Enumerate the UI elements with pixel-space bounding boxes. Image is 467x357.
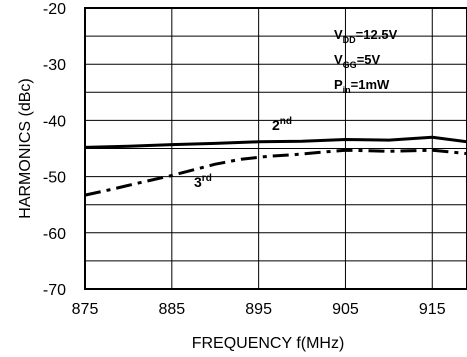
series-lines bbox=[84, 135, 467, 197]
condition-label: VGG=5V bbox=[334, 52, 381, 70]
y-tick-label: -70 bbox=[43, 282, 66, 299]
x-axis-title: FREQUENCY f(MHz) bbox=[192, 335, 345, 352]
y-tick-label: -60 bbox=[43, 226, 66, 243]
y-tick-label: -40 bbox=[43, 113, 66, 130]
x-tick-label: 875 bbox=[72, 301, 99, 318]
series-line-3rd bbox=[84, 148, 467, 197]
y-axis-title: HARMONICS (dBc) bbox=[17, 78, 34, 218]
condition-label: VDD=12.5V bbox=[334, 27, 398, 45]
y-tick-label: -50 bbox=[43, 170, 66, 187]
x-tick-label: 885 bbox=[158, 301, 185, 318]
series-label-2nd: 2nd bbox=[272, 116, 292, 133]
grid bbox=[85, 8, 467, 289]
y-tick-label: -30 bbox=[43, 57, 66, 74]
tick-labels: 875 885 895 905 915 -20 -30 -40 -50 -60 -70 bbox=[43, 1, 446, 318]
x-tick-label: 905 bbox=[332, 301, 359, 318]
y-tick-label: -20 bbox=[43, 1, 66, 18]
x-tick-label: 915 bbox=[419, 301, 446, 318]
plot-frame bbox=[84, 7, 467, 290]
x-tick-label: 895 bbox=[245, 301, 272, 318]
condition-label: Pin=1mW bbox=[334, 77, 390, 95]
series-line-2nd bbox=[84, 135, 467, 149]
annotations: 2nd 3rd VDD=12.5V VGG=5V Pin=1mW bbox=[194, 27, 398, 190]
series-label-3rd: 3rd bbox=[194, 173, 212, 190]
